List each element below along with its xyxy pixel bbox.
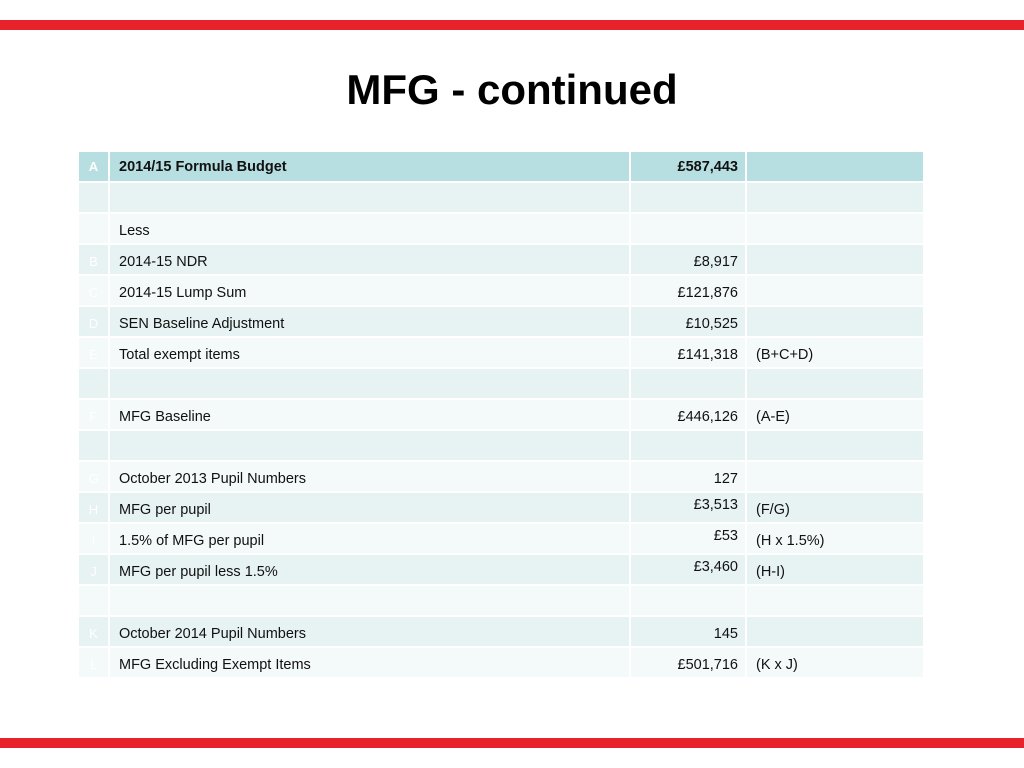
top-accent-bar [0,20,1024,30]
row-formula [745,615,925,648]
row-description: 2014-15 NDR [108,243,631,276]
row-value: £587,443 [629,150,747,183]
row-formula: (B+C+D) [745,336,925,369]
row-code [77,429,110,462]
table-row [77,429,925,462]
row-value: 127 [629,460,747,493]
row-description: Total exempt items [108,336,631,369]
row-code [77,367,110,400]
row-code: B [77,243,110,276]
row-formula [745,429,925,462]
row-description: MFG Baseline [108,398,631,431]
row-description: 1.5% of MFG per pupil [108,522,631,555]
row-formula [745,460,925,493]
row-value: £8,917 [629,243,747,276]
bottom-accent-bar [0,738,1024,748]
table-row: C 2014-15 Lump Sum £121,876 [77,274,925,307]
table-row: G October 2013 Pupil Numbers 127 [77,460,925,493]
row-formula [745,274,925,307]
row-description [108,181,631,214]
table-row: Less [77,212,925,245]
row-description: 2014/15 Formula Budget [108,150,631,183]
row-description: Less [108,212,631,245]
row-value: £446,126 [629,398,747,431]
table-row: A 2014/15 Formula Budget £587,443 [77,150,925,183]
table-row [77,367,925,400]
row-description [108,429,631,462]
row-formula [745,367,925,400]
row-code: I [77,522,110,555]
table-row: L MFG Excluding Exempt Items £501,716 (K x … [77,646,925,679]
table-row: J MFG per pupil less 1.5% £3,460 (H-I) [77,553,925,586]
row-value: £141,318 [629,336,747,369]
row-formula: (K x J) [745,646,925,679]
row-description: MFG per pupil less 1.5% [108,553,631,586]
table-row: F MFG Baseline £446,126 (A-E) [77,398,925,431]
row-formula [745,584,925,617]
row-formula [745,305,925,338]
row-code [77,212,110,245]
row-value: £53 [629,522,747,555]
table-row [77,181,925,214]
table-row: I 1.5% of MFG per pupil £53 (H x 1.5%) [77,522,925,555]
row-code: H [77,491,110,524]
row-description: 2014-15 Lump Sum [108,274,631,307]
row-value: £10,525 [629,305,747,338]
row-description: October 2013 Pupil Numbers [108,460,631,493]
table-row: H MFG per pupil £3,513 (F/G) [77,491,925,524]
row-value: £3,513 [629,491,747,524]
row-formula: (A-E) [745,398,925,431]
row-value: £3,460 [629,553,747,586]
row-formula [745,212,925,245]
row-code: E [77,336,110,369]
row-code: J [77,553,110,586]
table-row: E Total exempt items £141,318 (B+C+D) [77,336,925,369]
row-formula [745,150,925,183]
row-formula: (H x 1.5%) [745,522,925,555]
row-description: SEN Baseline Adjustment [108,305,631,338]
row-code: C [77,274,110,307]
row-description [108,584,631,617]
row-description: MFG per pupil [108,491,631,524]
row-value [629,181,747,214]
row-code: K [77,615,110,648]
row-code [77,181,110,214]
row-formula: (H-I) [745,553,925,586]
table-row [77,584,925,617]
table-row: K October 2014 Pupil Numbers 145 [77,615,925,648]
row-value: £501,716 [629,646,747,679]
mfg-table: A 2014/15 Formula Budget £587,443 Less B 2014… [77,150,925,679]
row-code [77,584,110,617]
row-value [629,584,747,617]
table-row: B 2014-15 NDR £8,917 [77,243,925,276]
row-formula [745,181,925,214]
row-code: L [77,646,110,679]
row-value: £121,876 [629,274,747,307]
row-value [629,429,747,462]
table-row: D SEN Baseline Adjustment £10,525 [77,305,925,338]
row-description [108,367,631,400]
row-value [629,367,747,400]
row-formula [745,243,925,276]
row-value: 145 [629,615,747,648]
row-description: October 2014 Pupil Numbers [108,615,631,648]
row-code: A [77,150,110,183]
row-code: G [77,460,110,493]
row-code: F [77,398,110,431]
row-code: D [77,305,110,338]
row-formula: (F/G) [745,491,925,524]
slide-title: MFG - continued [346,66,678,113]
row-description: MFG Excluding Exempt Items [108,646,631,679]
row-value [629,212,747,245]
